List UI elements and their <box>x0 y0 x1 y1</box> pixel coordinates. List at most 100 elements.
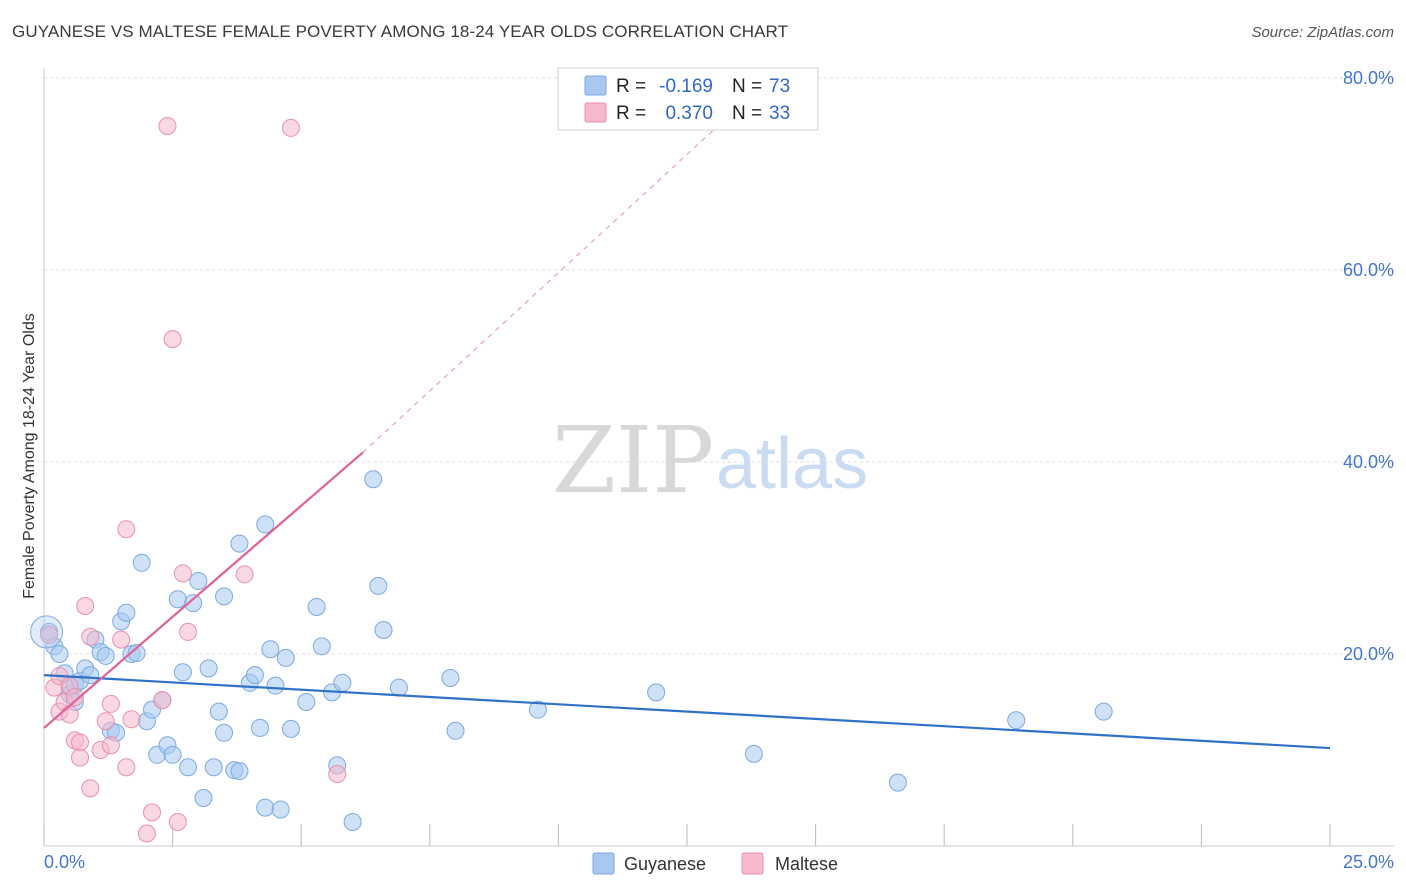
point-guyanese <box>888 773 907 792</box>
point-guyanese <box>230 762 249 781</box>
point-guyanese <box>528 700 547 719</box>
y-axis-title: Female Poverty Among 18-24 Year Olds <box>21 313 38 599</box>
point-maltese <box>158 117 177 135</box>
point-maltese <box>81 779 100 798</box>
point-maltese <box>328 765 347 783</box>
legend-r-label-guyanese: R = <box>616 76 646 97</box>
point-guyanese <box>374 621 393 639</box>
point-maltese <box>71 748 90 767</box>
point-guyanese <box>204 758 223 777</box>
point-maltese <box>40 625 59 644</box>
point-guyanese <box>369 576 388 595</box>
point-maltese <box>122 710 141 729</box>
point-guyanese <box>333 673 352 692</box>
point-maltese <box>101 736 120 755</box>
point-guyanese <box>179 758 198 777</box>
point-guyanese <box>96 646 115 665</box>
series-legend-label-guyanese: Guyanese <box>624 854 706 874</box>
point-guyanese <box>251 718 270 737</box>
y-tick-label: 80.0% <box>1343 68 1394 88</box>
legend-r-value-guyanese: -0.169 <box>659 76 713 97</box>
point-guyanese <box>50 645 69 663</box>
point-maltese <box>143 803 162 822</box>
point-maltese <box>168 813 187 831</box>
legend-swatch-maltese <box>584 102 607 123</box>
point-guyanese <box>312 637 331 656</box>
point-maltese <box>76 597 95 615</box>
correlation-legend: R = -0.169 N = 73 R = 0.370 N = 33 <box>557 67 819 131</box>
y-tick-label: 60.0% <box>1343 260 1394 280</box>
point-guyanese <box>256 798 275 817</box>
point-maltese <box>60 705 79 724</box>
legend-r-value-maltese: 0.370 <box>665 103 713 124</box>
point-guyanese <box>1094 702 1113 721</box>
point-maltese <box>173 564 192 583</box>
point-maltese <box>65 688 84 707</box>
legend-r-label-maltese: R = <box>616 103 646 124</box>
chart-title: GUYANESE VS MALTESE FEMALE POVERTY AMONG… <box>12 22 789 41</box>
x-ticks <box>43 824 1331 846</box>
point-guyanese <box>215 723 234 742</box>
point-guyanese <box>446 721 465 740</box>
y-tick-label: 40.0% <box>1343 452 1394 472</box>
point-guyanese <box>230 534 249 553</box>
point-maltese <box>163 330 182 349</box>
point-guyanese <box>127 644 146 663</box>
point-guyanese <box>1007 711 1026 730</box>
point-guyanese <box>281 719 300 738</box>
trend-extension-maltese <box>362 130 714 453</box>
point-guyanese <box>343 813 362 831</box>
point-maltese <box>179 622 198 641</box>
point-maltese <box>281 118 300 137</box>
point-maltese <box>101 694 120 713</box>
trend-line-guyanese <box>43 674 1331 750</box>
point-guyanese <box>364 470 383 489</box>
watermark-zip: ZIP <box>552 407 714 514</box>
point-guyanese <box>81 666 100 685</box>
point-guyanese <box>194 789 213 807</box>
point-guyanese <box>647 683 666 702</box>
point-guyanese <box>389 678 408 697</box>
point-guyanese <box>256 515 275 534</box>
point-guyanese <box>163 745 182 764</box>
legend-n-value-guyanese: 73 <box>769 76 790 97</box>
x-tick-label-min: 0.0% <box>44 852 85 872</box>
point-guyanese <box>297 693 316 711</box>
legend-n-label-guyanese: N = <box>732 76 762 97</box>
point-guyanese <box>199 659 218 678</box>
legend-swatch-guyanese <box>584 75 607 96</box>
point-maltese <box>117 520 136 539</box>
point-guyanese <box>189 572 208 591</box>
point-maltese <box>153 691 172 710</box>
point-guyanese <box>245 666 264 685</box>
axes <box>43 68 1394 847</box>
data-points <box>30 117 1113 843</box>
point-guyanese <box>744 744 763 763</box>
point-guyanese <box>117 603 136 622</box>
series-legend-swatch-maltese <box>741 852 764 875</box>
legend-n-value-maltese: 33 <box>769 103 790 124</box>
chart-source: Source: ZipAtlas.com <box>1251 24 1394 41</box>
point-guyanese <box>215 587 234 606</box>
point-maltese <box>112 630 131 649</box>
point-cluster-guyanese <box>30 615 64 649</box>
point-guyanese <box>173 663 192 682</box>
point-maltese <box>96 712 115 731</box>
point-guyanese <box>441 669 460 687</box>
point-maltese <box>137 824 156 843</box>
x-tick-label-max: 25.0% <box>1343 852 1394 872</box>
y-tick-label: 20.0% <box>1343 644 1394 664</box>
point-guyanese <box>271 800 290 819</box>
y-tick-labels: 20.0% 40.0% 60.0% 80.0% <box>1343 68 1394 664</box>
point-guyanese <box>168 590 187 609</box>
point-guyanese <box>266 676 285 695</box>
point-guyanese <box>132 553 151 572</box>
point-guyanese <box>209 702 228 721</box>
point-maltese <box>81 627 100 646</box>
legend-n-label-maltese: N = <box>732 103 762 124</box>
point-guyanese <box>184 594 203 613</box>
point-guyanese <box>276 648 295 667</box>
series-legend: Guyanese Maltese <box>592 852 838 875</box>
series-legend-label-maltese: Maltese <box>775 854 838 874</box>
